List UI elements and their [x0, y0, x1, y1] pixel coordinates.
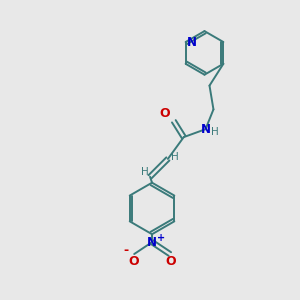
Text: O: O: [166, 255, 176, 268]
Text: H: H: [141, 167, 149, 177]
Text: N: N: [187, 35, 197, 49]
Text: O: O: [159, 107, 170, 120]
Text: N: N: [147, 236, 157, 249]
Text: +: +: [157, 233, 165, 243]
Text: O: O: [128, 255, 139, 268]
Text: H: H: [171, 152, 179, 162]
Text: H: H: [211, 127, 218, 137]
Text: N: N: [200, 123, 211, 136]
Text: -: -: [124, 244, 129, 256]
